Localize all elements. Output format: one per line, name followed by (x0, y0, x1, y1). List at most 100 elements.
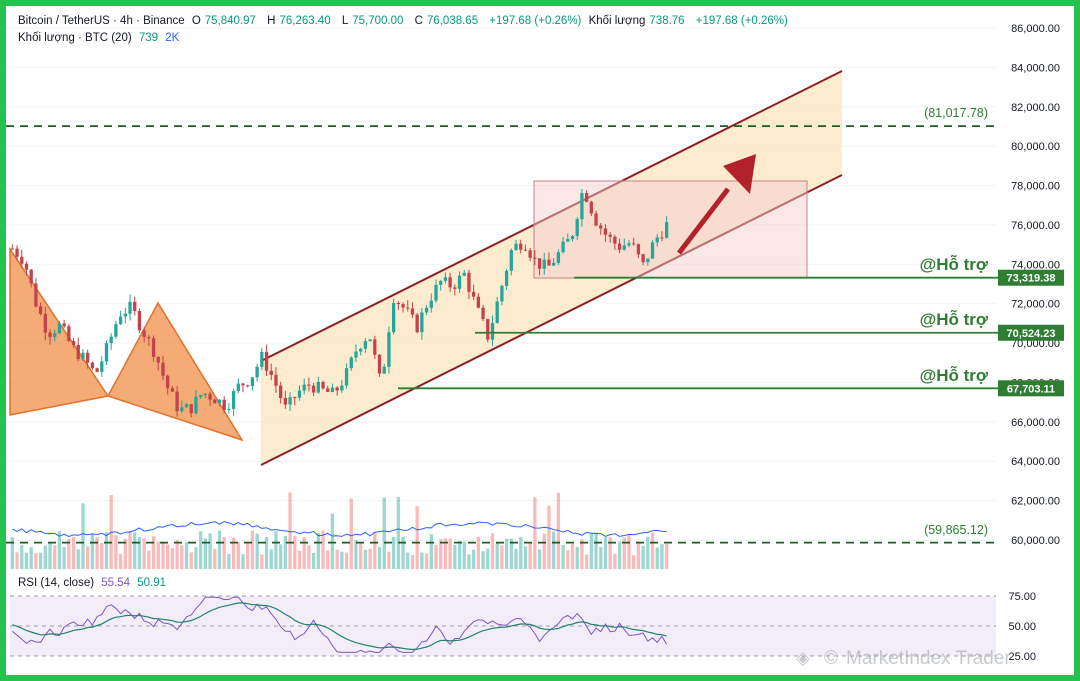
rsi-header[interactable]: RSI (14, close) 55.54 50.91 (18, 577, 170, 589)
volume-bar (490, 533, 495, 569)
candle-body (227, 408, 231, 410)
volume-bar (599, 546, 603, 569)
volume-bar (34, 553, 38, 569)
volume-bar (10, 537, 15, 569)
candle-body (481, 307, 485, 320)
candle-body (368, 339, 372, 342)
candle-body (547, 259, 551, 266)
volume-bar (142, 538, 146, 569)
candle-body (439, 280, 443, 285)
candle-body (175, 391, 179, 412)
volume-bar (166, 544, 170, 569)
volume-bar (542, 533, 546, 569)
volume-bar (434, 545, 438, 569)
volume-bar (175, 539, 179, 569)
candle-body (344, 368, 349, 386)
volume-bar (330, 513, 335, 569)
volume-bar (622, 537, 626, 569)
volume-bar (118, 553, 123, 569)
candle-body (133, 301, 137, 312)
volume-bar (462, 541, 466, 569)
support-label-1: @Hỗ trợ (920, 255, 989, 274)
candle-body (632, 243, 636, 245)
volume-bar (486, 548, 490, 569)
candle-body (24, 263, 29, 270)
price-axis-label: 66,000.00 (1011, 417, 1060, 429)
close-value: 76,038.65 (426, 15, 479, 27)
price-axis-label: 74,000.00 (1011, 259, 1060, 271)
channel-fill (261, 71, 842, 465)
candle-body (401, 304, 405, 308)
candle-body (575, 219, 579, 236)
candle-body (655, 237, 659, 243)
candle-body (194, 396, 198, 414)
volume-bar (439, 539, 443, 569)
volume-bar (627, 534, 631, 569)
volume-bar (533, 497, 537, 569)
volume-bar (250, 530, 255, 569)
support-tag-bg (998, 324, 1064, 341)
price-axis-label: 82,000.00 (1011, 102, 1060, 114)
candle-body (617, 243, 622, 250)
volume-bar (664, 543, 669, 569)
volume-bar (288, 492, 292, 569)
volume-ma-value: 2K (165, 32, 180, 44)
volume-bar (575, 546, 579, 569)
rsi-value-2: 50.91 (137, 577, 167, 589)
volume-bar (500, 545, 504, 569)
candle-body (528, 250, 532, 258)
volume-bar (467, 554, 471, 569)
harmonic-pattern (9, 246, 244, 442)
volume-bar (406, 552, 410, 569)
volume-bar (472, 549, 476, 569)
candle-body (396, 303, 400, 305)
candle-body (15, 248, 19, 257)
candle-body (330, 387, 335, 392)
price-axis-label: 60,000.00 (1011, 535, 1060, 547)
price-axis-label: 80,000.00 (1011, 141, 1060, 153)
candle-body (476, 296, 481, 308)
candle-body (589, 201, 593, 214)
candle-body (10, 248, 15, 250)
volume-bar (391, 536, 396, 569)
volume-bar (15, 552, 19, 569)
price-axis-label: 86,000.00 (1011, 23, 1060, 35)
candle-body (260, 351, 264, 367)
volume-bar (561, 545, 565, 569)
candle-body (95, 368, 99, 372)
volume-bar (523, 546, 528, 569)
volume-bar (128, 530, 132, 569)
symbol-title[interactable]: Bitcoin / TetherUS · 4h · Binance (18, 15, 185, 27)
candle-body (123, 313, 127, 317)
candle-body (382, 366, 386, 374)
candle-body (467, 272, 471, 292)
volume-bar (594, 532, 598, 569)
price-axis-label: 84,000.00 (1011, 62, 1060, 74)
volume-bar (396, 497, 400, 569)
candle-body (231, 391, 236, 409)
volume-bar (354, 540, 358, 569)
volume-indicator-header[interactable]: Khối lượng · BTC (20) 739 2K (18, 32, 183, 44)
volume-bar (377, 547, 382, 569)
support-tag-label: 70,524.23 (1007, 328, 1056, 340)
candle-body (34, 283, 38, 307)
channel-upper-line (260, 70, 843, 362)
volume-bar (589, 533, 593, 569)
volume-bar (147, 550, 151, 569)
rsi-title: RSI (14, close) (18, 577, 95, 589)
candles (10, 188, 669, 418)
price-chart[interactable]: 86,000.00 84,000.00 82,000.00 80,000.00 78,0… (6, 6, 1074, 675)
candle-body (307, 384, 311, 386)
volume-bar (104, 532, 109, 569)
rsi-axis-label: 25.00 (1008, 651, 1036, 663)
candle-body (147, 336, 151, 339)
volume-bar (443, 538, 448, 569)
candle-body (57, 323, 62, 334)
volume-indicator-title: Khối lượng · BTC (20) (18, 32, 132, 44)
candle-body (523, 249, 528, 251)
support-tags: 73,319.38 70,524.23 67,703.11 (998, 269, 1064, 397)
channel-lower-line (260, 174, 843, 466)
volume-bar (528, 542, 532, 569)
volume-bar (283, 535, 288, 569)
volume-change: +197.68 (+0.26%) (695, 15, 788, 27)
